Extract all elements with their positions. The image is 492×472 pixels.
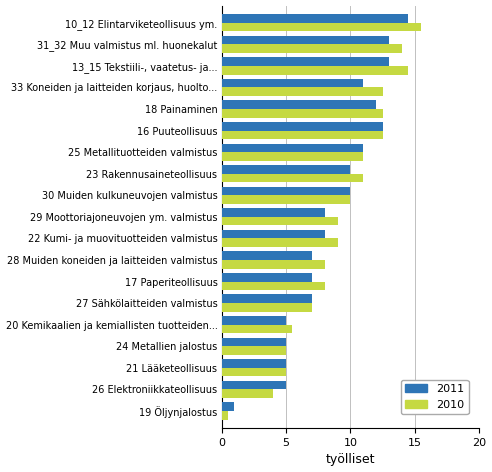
Bar: [221, 337, 286, 346]
Bar: [221, 411, 228, 420]
Bar: [221, 325, 292, 333]
Bar: [221, 303, 312, 312]
Bar: [221, 195, 350, 204]
Bar: [221, 66, 408, 75]
Bar: [221, 230, 325, 238]
Bar: [221, 101, 376, 109]
Bar: [221, 381, 286, 389]
Bar: [221, 217, 338, 226]
Bar: [221, 87, 383, 96]
Bar: [221, 143, 364, 152]
X-axis label: työlliset: työlliset: [326, 454, 375, 466]
Bar: [221, 359, 286, 368]
Bar: [221, 389, 273, 398]
Bar: [221, 23, 421, 32]
Bar: [221, 122, 383, 131]
Bar: [221, 316, 286, 325]
Bar: [221, 252, 312, 260]
Bar: [221, 208, 325, 217]
Bar: [221, 281, 325, 290]
Bar: [221, 402, 235, 411]
Bar: [221, 174, 364, 182]
Bar: [221, 260, 325, 269]
Bar: [221, 165, 350, 174]
Bar: [221, 36, 389, 44]
Bar: [221, 295, 312, 303]
Bar: [221, 152, 364, 161]
Bar: [221, 346, 286, 355]
Bar: [221, 131, 383, 139]
Bar: [221, 273, 312, 281]
Bar: [221, 44, 402, 53]
Bar: [221, 14, 408, 23]
Bar: [221, 238, 338, 247]
Bar: [221, 368, 286, 376]
Bar: [221, 57, 389, 66]
Legend: 2011, 2010: 2011, 2010: [400, 379, 469, 414]
Bar: [221, 109, 383, 118]
Bar: [221, 186, 350, 195]
Bar: [221, 79, 364, 87]
